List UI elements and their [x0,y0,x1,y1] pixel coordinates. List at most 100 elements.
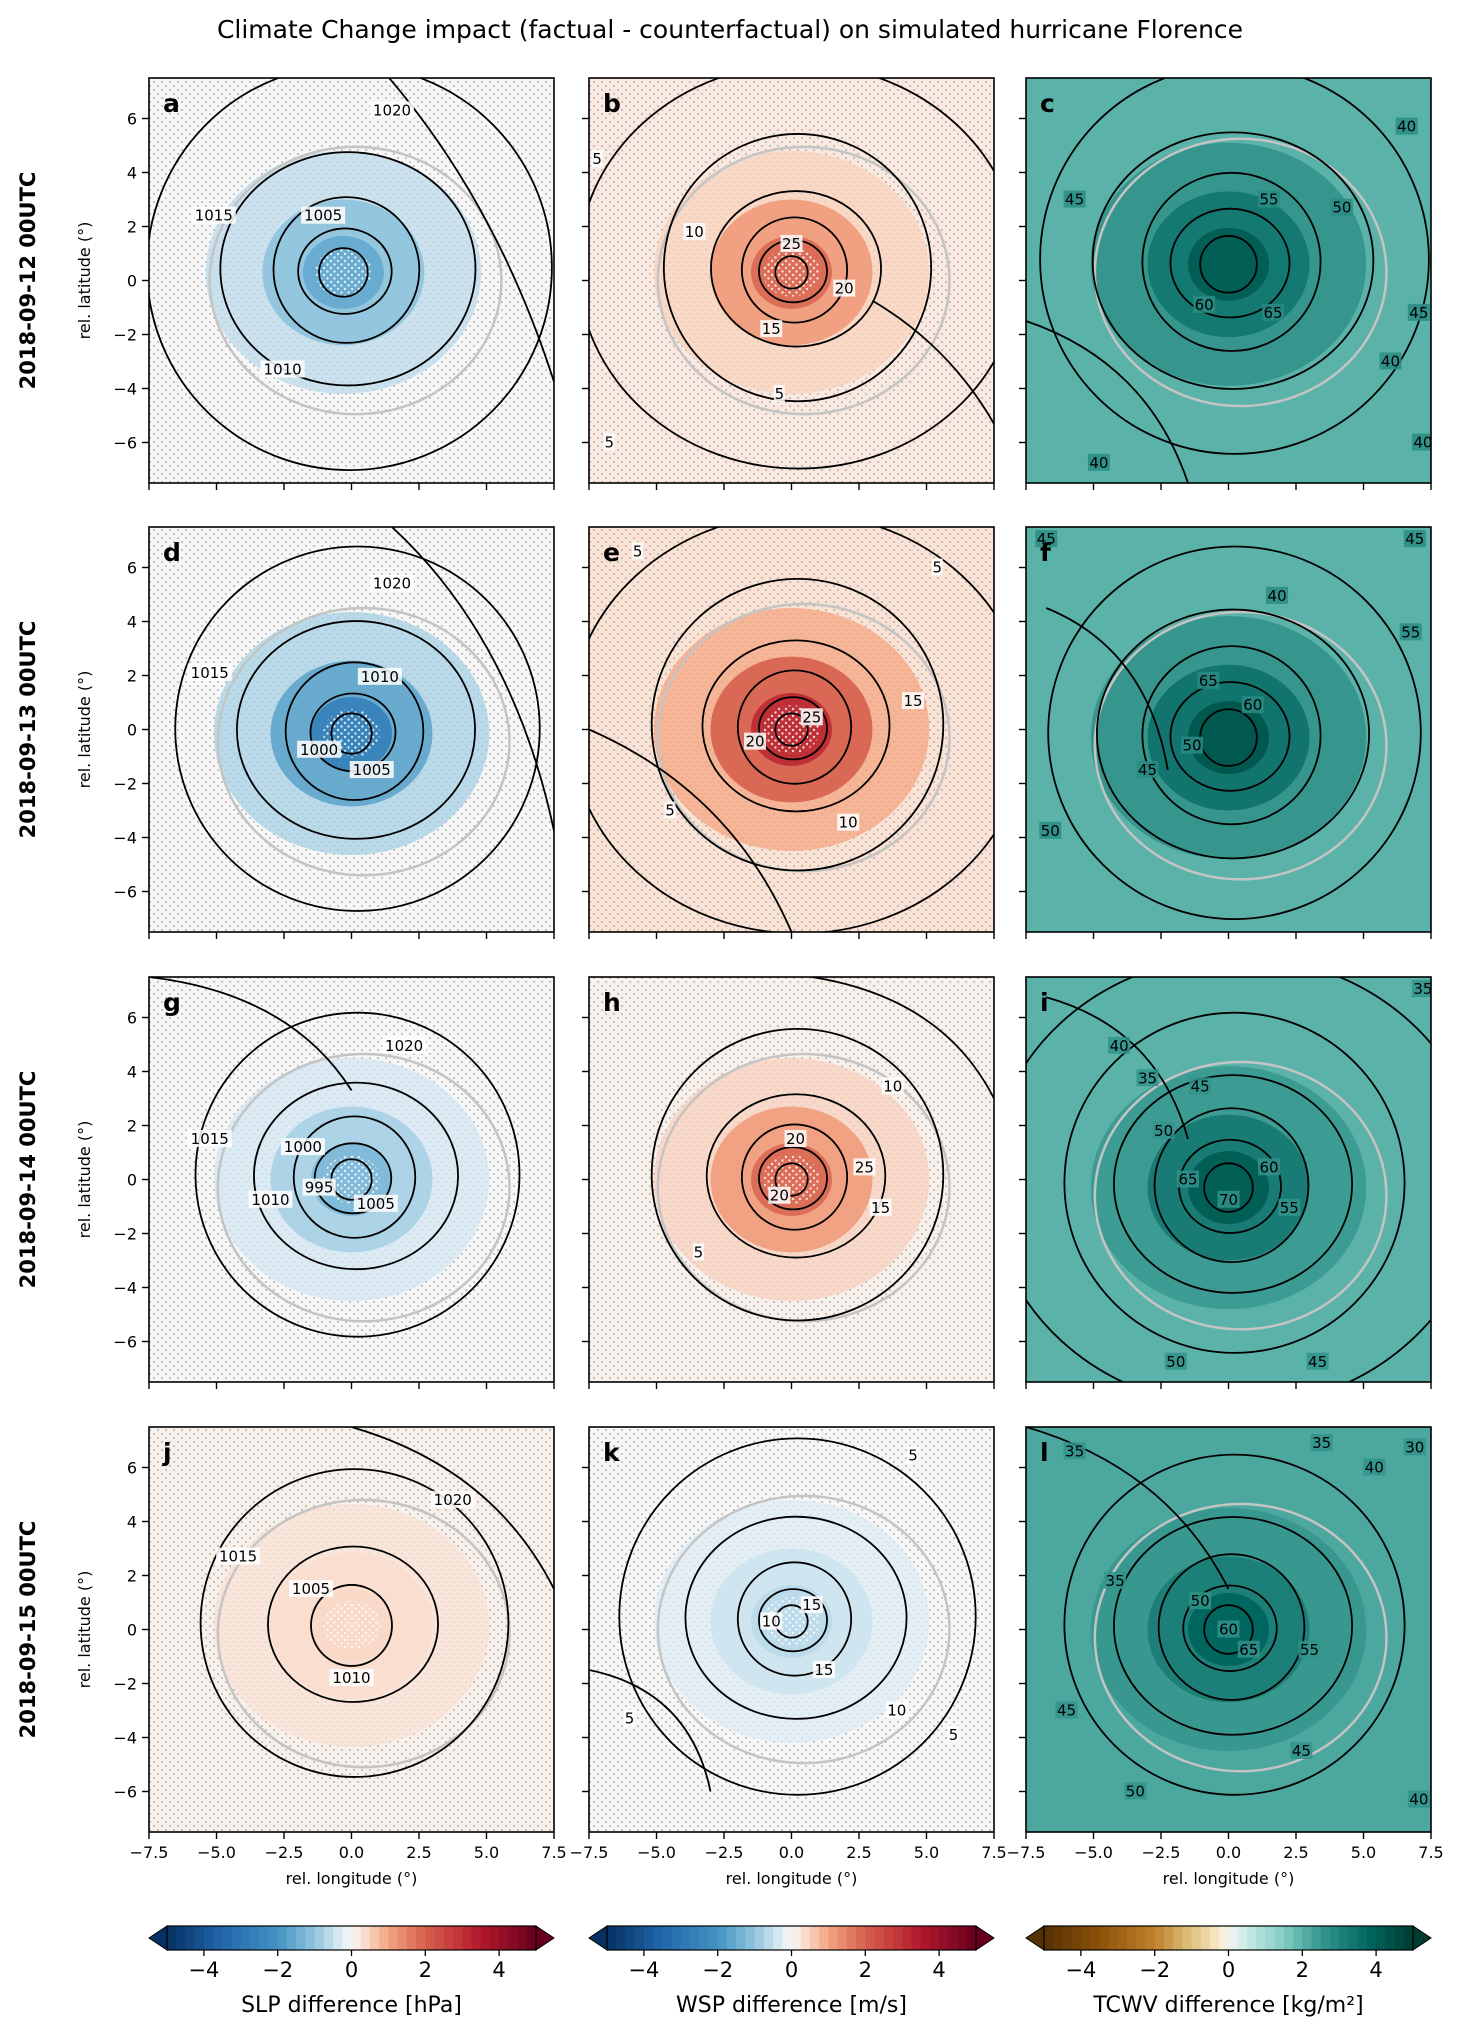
y-tick-label: 6 [127,1009,137,1028]
y-tick-label: −6 [113,1783,137,1802]
panel-f-contour-label: 60 [1243,696,1262,714]
panel-f-contour-label: 45 [1037,530,1056,548]
panel-i: 35 40 35 45 50 65 70 60 55 50 45 i [1019,976,1432,1389]
panel-f-contour-label: 40 [1268,587,1287,605]
panel-d-contour-label: 1005 [353,761,391,779]
colorbar-label: WSP difference [m/s] [676,1993,907,2018]
colorbar-segment [314,1926,325,1950]
y-tick-label: −4 [113,1279,137,1298]
panel-b-outer-contour-0 [872,299,994,426]
y-tick-label: 6 [127,1459,137,1478]
panel-g-core-stippling [323,1155,380,1204]
panel-i-contour-label: 35 [1138,1069,1157,1087]
y-tick-label: 2 [127,218,137,237]
row-date-label: 2018-09-13 00UTC [16,621,40,839]
panel-a-contour-1 [297,227,393,315]
colorbar-segment [379,1926,389,1950]
panel-c-contour-3 [1091,131,1375,390]
panel-f-contour-3 [1096,608,1370,860]
panel-i-outer-contour-0 [1046,996,1189,1140]
panel-e-contour-0 [774,712,809,747]
panel-e-contour-1 [758,696,828,761]
colorbar-tick-label: 0 [785,1958,798,1982]
panel-g-letter: g [163,988,181,1017]
panel-l-contour-2 [1157,1553,1306,1701]
panel-a-contour-label: 1015 [195,207,233,225]
panel-c-contour-label: 40 [1381,353,1400,371]
panel-c: 45 40 55 50 60 65 45 40 40 40 c [1019,77,1432,490]
colorbar-segment [1200,1926,1211,1950]
colorbar-segment [1237,1926,1248,1950]
panel-j-contour-0 [310,1584,393,1667]
panel-h-contour-label: 5 [694,1243,704,1261]
row-date-label: 2018-09-12 00UTC [16,172,40,390]
panel-k-contour-label: 10 [887,1702,906,1720]
figure-title: Climate Change impact (factual - counter… [217,15,1243,44]
panel-l-contour-label: 40 [1365,1459,1384,1477]
colorbar-segment [489,1926,500,1950]
panel-g-contour-label: 1005 [357,1195,395,1213]
x-axis-label: rel. longitude (°) [1163,1869,1295,1888]
y-tick-label: −4 [113,380,137,399]
colorbar-segment [194,1926,205,1950]
colorbar-segment [526,1926,537,1950]
panel-j-significance-outline [216,1498,511,1769]
panel-j-core-stippling [323,1601,380,1650]
x-tick-label: 5.0 [474,1843,499,1862]
panel-k: 5 15 10 15 10 5 5 k −7.5 −5.0 −2.5 0.0 2.5 5.0 7.5 rel.… [570,1426,1007,1888]
colorbar-segment [745,1926,756,1950]
panel-b-contour-5 [589,78,994,470]
x-tick-label: 0.0 [1216,1843,1241,1862]
panel-k-significance-outline [656,1494,951,1765]
panel-j-contour-label: 1010 [332,1669,370,1687]
colorbar-segment [323,1926,334,1950]
colorbar-segment [397,1926,408,1950]
colorbar-segment [856,1926,866,1950]
panel-i-contour-label: 40 [1110,1037,1129,1055]
panel-e-contour-4 [650,578,945,872]
colorbar-segment [1283,1926,1294,1950]
panel-i-contour-label: 50 [1166,1353,1185,1371]
x-tick-label: −7.5 [130,1843,169,1862]
panel-g-contour-4 [194,1011,521,1338]
colorbar-segment [966,1926,977,1950]
panel-h: 10 20 25 15 20 5 h [582,976,995,1389]
colorbar-segment [708,1926,719,1950]
colorbar-tick-label: −2 [702,1958,733,1982]
colorbar-segment [434,1926,445,1950]
panel-f-contour-label: 45 [1405,530,1424,548]
panel-i-contour-4 [1063,1011,1406,1354]
colorbar-segment [1339,1926,1350,1950]
colorbar-segment [517,1926,528,1950]
colorbar-segment [625,1926,636,1950]
panel-l-contour-0 [1203,1604,1254,1655]
panel-f: 45 45 40 55 65 60 50 45 50 f [1019,526,1432,939]
panel-e-letter: e [603,538,620,567]
colorbar-segment [616,1926,627,1950]
panel-a-core-stippling [315,248,372,297]
colorbar-segment [462,1926,473,1950]
y-tick-label: 0 [127,272,137,291]
panel-h-contour-label: 10 [883,1077,902,1095]
y-tick-label: −4 [113,829,137,848]
panel-a: 1020 1015 1010 1005 a −6 −4 −2 0 2 4 6 rel. latitude… [75,77,555,490]
panel-h-contour-4 [650,1027,945,1322]
colorbar-segment [213,1926,223,1950]
panel-l-contour-label: 40 [1409,1791,1428,1809]
y-axis-label: rel. latitude (°) [75,222,94,340]
panel-c-letter: c [1040,89,1055,118]
panel-a-letter: a [163,89,180,118]
y-axis-label: rel. latitude (°) [75,671,94,789]
colorbar-segment [800,1926,811,1950]
colorbar-segment [231,1926,242,1950]
panel-a-contour-0 [318,247,369,298]
panel-h-contour-label: 15 [871,1199,890,1217]
panel-f-letter: f [1040,538,1052,567]
panel-l-contour-3 [1113,1516,1353,1736]
colorbar-segment [1044,1926,1054,1950]
panel-k-contour-3 [684,1515,908,1720]
panel-c-outer-contour-0 [1026,320,1189,483]
panel-h-contour-3 [705,1093,887,1259]
